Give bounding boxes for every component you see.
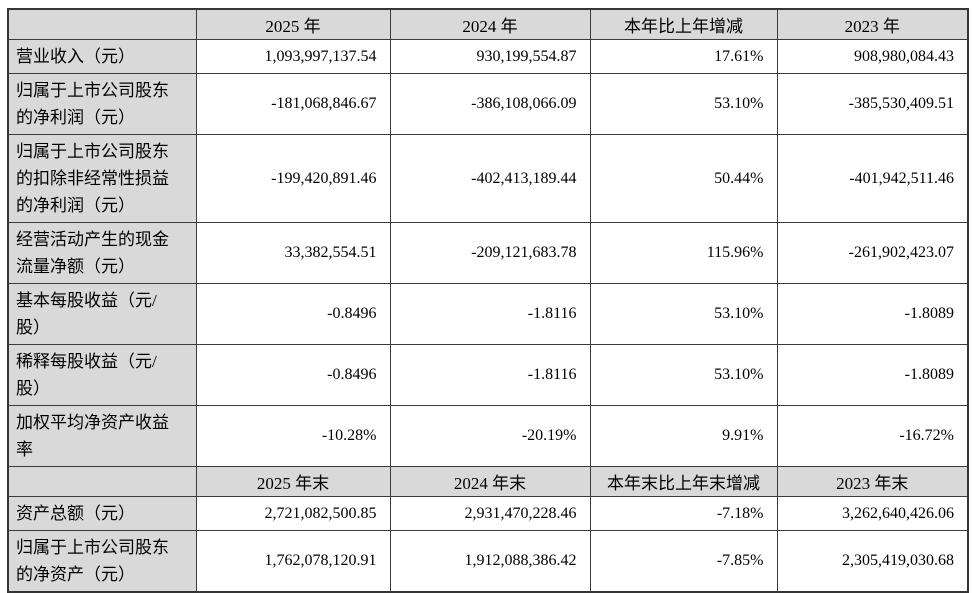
value-yoy-change: 9.91% [589,405,778,467]
value-yoy-change: 17.61% [589,39,778,74]
value-2025: -181,068,846.67 [195,73,391,135]
row-label: 基本每股收益（元/股） [7,283,197,345]
value-2025: -199,420,891.46 [195,134,391,223]
row-net-profit-excl-nonrecurring: 归属于上市公司股东的扣除非经常性损益的净利润（元） -199,420,891.4… [7,134,969,223]
column-header-2023-end: 2023 年末 [776,466,969,497]
row-label: 加权平均净资产收益率 [7,405,197,467]
value-2023: -385,530,409.51 [776,73,969,135]
value-2024: -209,121,683.78 [389,222,591,284]
column-header-yearend-change: 本年末比上年末增减 [589,466,778,497]
column-header-2024: 2024 年 [389,8,591,40]
value-yearend-change: -7.85% [589,530,778,593]
value-2024: -386,108,066.09 [389,73,591,135]
value-2023-end: 3,262,640,426.06 [776,496,969,531]
value-2024: -1.8116 [389,344,591,406]
column-header-2023: 2023 年 [776,8,969,40]
row-total-assets: 资产总额（元） 2,721,082,500.85 2,931,470,228.4… [7,496,969,531]
value-2023: -1.8089 [776,283,969,345]
row-operating-revenue: 营业收入（元） 1,093,997,137.54 930,199,554.87 … [7,39,969,74]
row-label: 稀释每股收益（元/股） [7,344,197,406]
value-yoy-change: 53.10% [589,344,778,406]
value-2025: 1,093,997,137.54 [195,39,391,74]
value-2023: -1.8089 [776,344,969,406]
value-2024: -402,413,189.44 [389,134,591,223]
row-label: 资产总额（元） [7,496,197,531]
column-header-2024-end: 2024 年末 [389,466,591,497]
value-yoy-change: 50.44% [589,134,778,223]
report-page: 2025 年 2024 年 本年比上年增减 2023 年 营业收入（元） 1,0… [7,8,969,593]
column-header-2025-end: 2025 年末 [195,466,391,497]
value-2025-end: 2,721,082,500.85 [195,496,391,531]
value-2024-end: 1,912,088,386.42 [389,530,591,593]
row-weighted-avg-roe: 加权平均净资产收益率 -10.28% -20.19% 9.91% -16.72% [7,405,969,467]
value-2023: -261,902,423.07 [776,222,969,284]
value-2025: -10.28% [195,405,391,467]
row-net-profit-attributable: 归属于上市公司股东的净利润（元） -181,068,846.67 -386,10… [7,73,969,135]
row-diluted-eps: 稀释每股收益（元/股） -0.8496 -1.8116 53.10% -1.80… [7,344,969,406]
row-net-assets-attributable: 归属于上市公司股东的净资产（元） 1,762,078,120.91 1,912,… [7,530,969,593]
value-2025-end: 1,762,078,120.91 [195,530,391,593]
value-2024: -20.19% [389,405,591,467]
value-2024-end: 2,931,470,228.46 [389,496,591,531]
value-yoy-change: 115.96% [589,222,778,284]
corner-cell [7,8,197,40]
column-header-yoy-change: 本年比上年增减 [589,8,778,40]
column-header-2025: 2025 年 [195,8,391,40]
year-end-header-row: 2025 年末 2024 年末 本年末比上年末增减 2023 年末 [7,466,969,497]
row-label: 归属于上市公司股东的净资产（元） [7,530,197,593]
value-2023-end: 2,305,419,030.68 [776,530,969,593]
value-2023: -401,942,511.46 [776,134,969,223]
value-2025: -0.8496 [195,344,391,406]
value-2023: -16.72% [776,405,969,467]
value-2023: 908,980,084.43 [776,39,969,74]
value-yoy-change: 53.10% [589,73,778,135]
corner-cell [7,466,197,497]
value-yoy-change: 53.10% [589,283,778,345]
row-operating-cash-flow: 经营活动产生的现金流量净额（元） 33,382,554.51 -209,121,… [7,222,969,284]
financial-summary-table: 2025 年 2024 年 本年比上年增减 2023 年 营业收入（元） 1,0… [7,8,969,593]
value-2025: 33,382,554.51 [195,222,391,284]
value-yearend-change: -7.18% [589,496,778,531]
row-label: 归属于上市公司股东的扣除非经常性损益的净利润（元） [7,134,197,223]
value-2024: -1.8116 [389,283,591,345]
row-label: 经营活动产生的现金流量净额（元） [7,222,197,284]
value-2025: -0.8496 [195,283,391,345]
row-basic-eps: 基本每股收益（元/股） -0.8496 -1.8116 53.10% -1.80… [7,283,969,345]
value-2024: 930,199,554.87 [389,39,591,74]
annual-header-row: 2025 年 2024 年 本年比上年增减 2023 年 [7,8,969,40]
row-label: 归属于上市公司股东的净利润（元） [7,73,197,135]
row-label: 营业收入（元） [7,39,197,74]
